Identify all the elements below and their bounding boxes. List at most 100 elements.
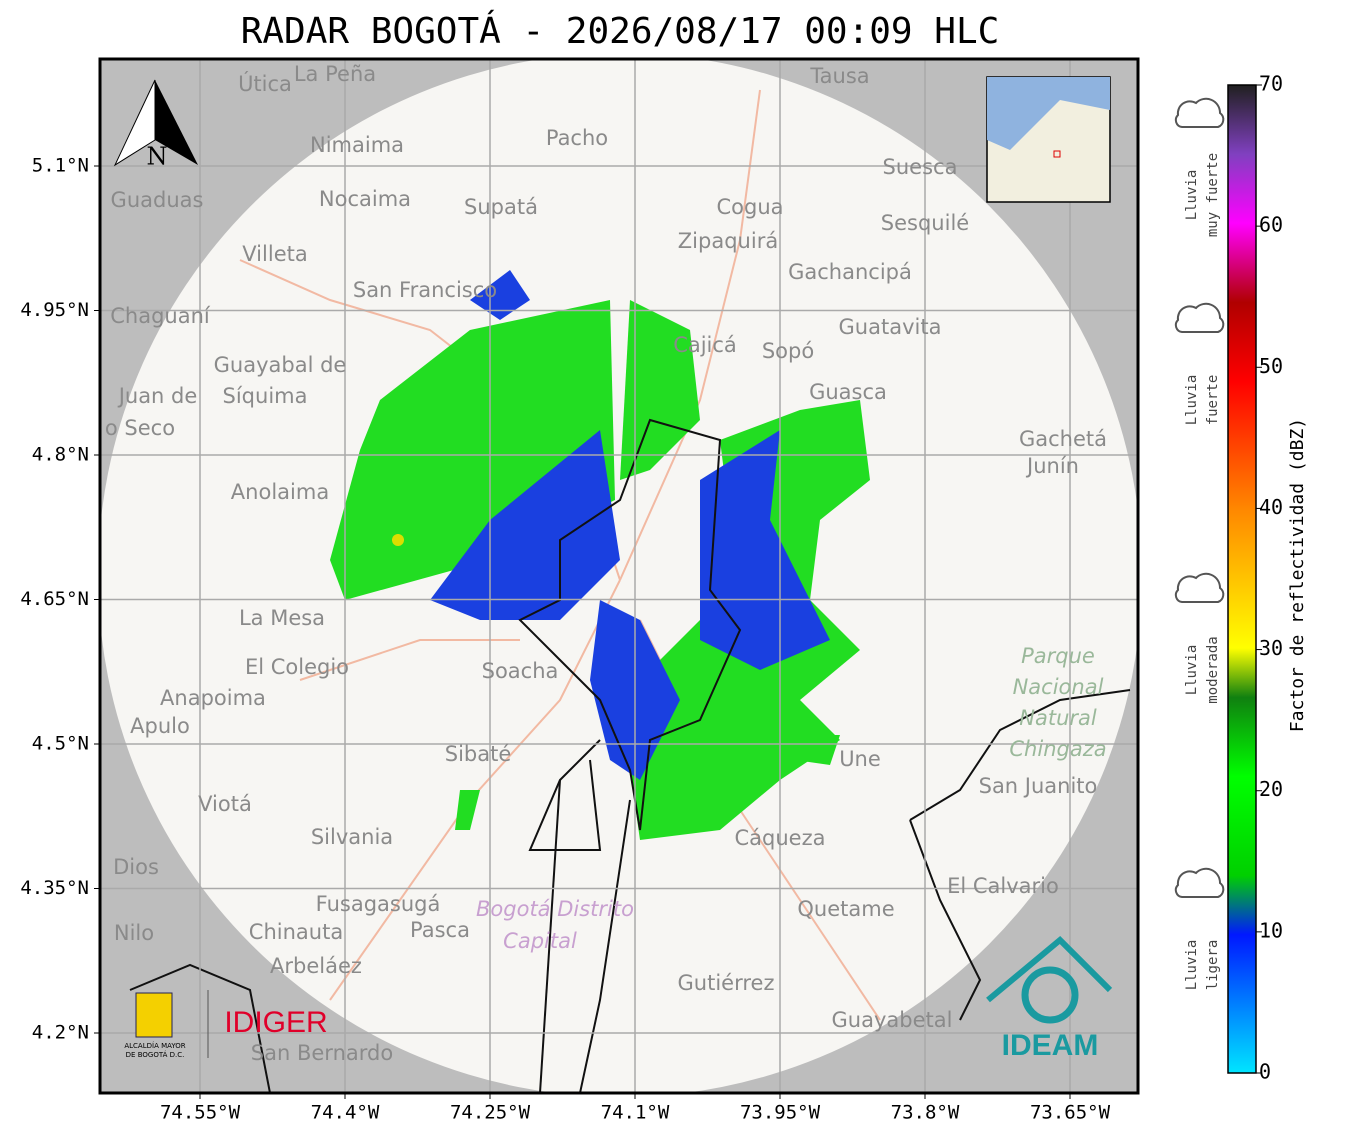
colorbar-tick-label: 0 (1259, 1060, 1271, 1084)
grid (100, 59, 1138, 1093)
weather-icon (1174, 572, 1225, 603)
weather-icon (1174, 97, 1225, 128)
north-label: N (147, 143, 168, 171)
place-name: Arbeláez (270, 954, 362, 978)
place-name: Silvania (311, 825, 393, 849)
lat-tick-label: 4.35°N (20, 877, 89, 899)
colorbar-tick-label: 10 (1259, 918, 1283, 942)
place-name: Apulo (130, 714, 190, 738)
place-name: Sopó (762, 339, 814, 363)
rain-label: fuerte (1205, 375, 1221, 426)
map: Útica La Peña Tausa Nimaima Pacho Suesca Guadu… (100, 59, 1138, 1093)
lon-tick-label: 74.1°W (601, 1102, 670, 1124)
place-name: Suesca (883, 155, 958, 179)
place-name: Juan de (117, 384, 198, 408)
place-name: Nimaima (310, 133, 404, 157)
place-name: Útica (238, 71, 292, 96)
ideam-logo: IDEAM (1002, 1029, 1099, 1062)
place-name: Guasca (809, 380, 887, 404)
rain-label: Lluvia (1184, 375, 1200, 426)
colorbar-tick-label: 50 (1259, 354, 1283, 378)
park-name: Natural (1019, 706, 1097, 730)
park-name: Parque (1021, 644, 1095, 668)
place-name: Zipaquirá (678, 229, 778, 253)
colorbar-tick-label: 70 (1259, 72, 1283, 96)
place-name: Nilo (114, 921, 154, 945)
place-name: Guayabetal (832, 1008, 953, 1032)
inset-sea (987, 77, 1110, 150)
place-name: Anolaima (231, 480, 329, 504)
place-name: Guayabal de (214, 353, 347, 377)
colorbar-label: Factor de reflectividad (dBZ) (1287, 418, 1308, 732)
alcaldia-shield (135, 992, 173, 1038)
map-frame (98, 57, 1140, 1095)
alcaldia-text: DE BOGOTÁ D.C. (126, 1050, 185, 1059)
alcaldia-text: ALCALDÍA MAYOR (124, 1041, 185, 1050)
place-name: Síquima (223, 384, 308, 408)
place-name: El Colegio (245, 655, 349, 679)
place-name: Sibaté (445, 742, 512, 766)
title: RADAR BOGOTÁ - 2026/08/17 00:09 HLC (241, 10, 1000, 52)
ideam-roof (986, 935, 1113, 1003)
place-name: El Calvario (947, 874, 1059, 898)
place-name: Pasca (410, 918, 470, 942)
lat-tick-label: 4.95°N (20, 299, 89, 321)
rain-label: muy fuerte (1205, 153, 1221, 237)
place-name: Supatá (464, 195, 538, 219)
ideam-swirl (1021, 966, 1079, 1024)
place-name: Tausa (809, 64, 869, 88)
rain-label: Lluvia (1184, 645, 1200, 696)
rain-label: moderada (1205, 636, 1221, 703)
place-name: Fusagasugá (316, 892, 441, 916)
place-name: Nocaima (319, 187, 411, 211)
place-name: Anapoima (160, 686, 266, 710)
lon-tick-label: 73.8°W (891, 1102, 960, 1124)
place-name: Dios (113, 855, 159, 879)
place-name: San Juanito (979, 774, 1098, 798)
rain-label: Lluvia (1184, 940, 1200, 991)
rain-label: ligera (1205, 940, 1221, 991)
colorbar (1227, 84, 1257, 1074)
lon-tick-label: 73.95°W (740, 1102, 821, 1124)
place-name: Cajicá (673, 333, 737, 357)
colorbar-tick-label: 40 (1259, 495, 1283, 519)
lat-tick-label: 4.65°N (20, 588, 89, 610)
place-name: Pacho (546, 126, 608, 150)
boundaries (129, 418, 1131, 1093)
place-name: Soacha (482, 659, 559, 683)
inset-marker (1053, 150, 1061, 158)
place-name: Sesquilé (881, 211, 969, 235)
place-name: La Peña (294, 62, 376, 86)
idiger-logo: IDIGER (224, 1006, 327, 1039)
colorbar-tick-label: 60 (1259, 213, 1283, 237)
park-name: Nacional (1013, 675, 1104, 699)
radar-echoes (330, 270, 870, 840)
place-name: Quetame (797, 897, 894, 921)
place-name: Guaduas (111, 188, 204, 212)
district-name: Capital (503, 929, 577, 953)
lon-tick-label: 74.55°W (160, 1102, 241, 1124)
lon-tick-label: 73.65°W (1030, 1102, 1111, 1124)
place-name: Une (839, 747, 881, 771)
park-name: Chingaza (1009, 737, 1106, 761)
lat-tick-label: 4.5°N (32, 733, 89, 755)
district-name: Bogotá Distrito (476, 897, 634, 921)
place-name: San Francisco (353, 278, 497, 302)
rain-label: Lluvia (1184, 170, 1200, 221)
lat-tick-label: 5.1°N (32, 155, 89, 177)
place-name: Gachetá (1019, 427, 1107, 451)
weather-icon (1174, 867, 1225, 898)
lat-tick-label: 4.8°N (32, 444, 89, 466)
lon-tick-label: 74.4°W (311, 1102, 380, 1124)
place-name: Villeta (242, 242, 307, 266)
place-name: Cogua (716, 195, 783, 219)
lon-tick-label: 74.25°W (450, 1102, 531, 1124)
weather-icon (1174, 302, 1225, 333)
place-name: La Mesa (239, 606, 325, 630)
place-name: Cáqueza (735, 826, 826, 850)
place-name: Chinauta (249, 920, 343, 944)
place-name: o Seco (105, 416, 175, 440)
place-name: San Bernardo (251, 1041, 393, 1065)
place-name: Chaguaní (110, 304, 211, 328)
